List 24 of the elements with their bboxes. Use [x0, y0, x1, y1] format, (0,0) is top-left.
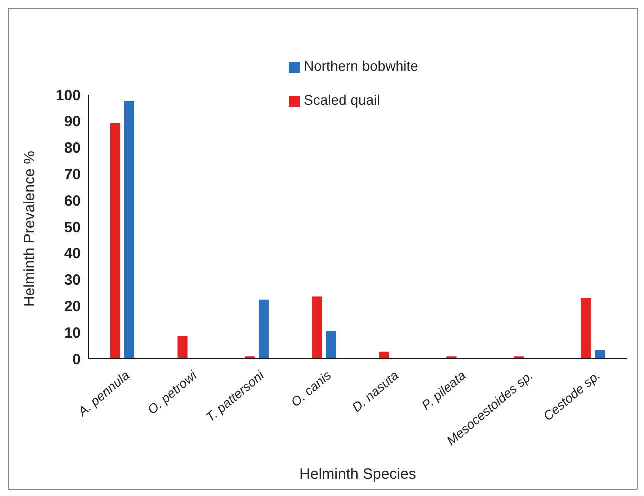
- y-tick-label: 100: [56, 87, 81, 104]
- y-tick-label: 30: [64, 272, 81, 290]
- bar: [595, 350, 606, 359]
- bar: [581, 298, 592, 359]
- y-axis-title: Helminth Prevalence %: [21, 151, 38, 307]
- bar: [178, 336, 188, 359]
- legend-label: Northern bobwhite: [304, 58, 418, 74]
- y-tick-label: 90: [64, 114, 81, 131]
- bar: [259, 300, 270, 359]
- y-tick-label: 60: [64, 192, 81, 210]
- bar: [326, 331, 336, 359]
- bar: [110, 123, 121, 359]
- y-tick-label: 80: [64, 140, 81, 158]
- bar: [312, 296, 322, 359]
- x-axis-title: Helminth Species: [300, 466, 416, 483]
- bar: [380, 352, 390, 359]
- y-tick-label: 10: [64, 324, 81, 342]
- y-tick-label: 0: [72, 351, 81, 368]
- y-tick-label: 70: [64, 166, 81, 184]
- y-tick-label: 40: [64, 246, 81, 263]
- y-tick-label: 20: [64, 298, 81, 316]
- y-tick-label: 50: [64, 219, 81, 236]
- legend-label: Scaled quail: [304, 92, 380, 108]
- bar: [124, 101, 135, 359]
